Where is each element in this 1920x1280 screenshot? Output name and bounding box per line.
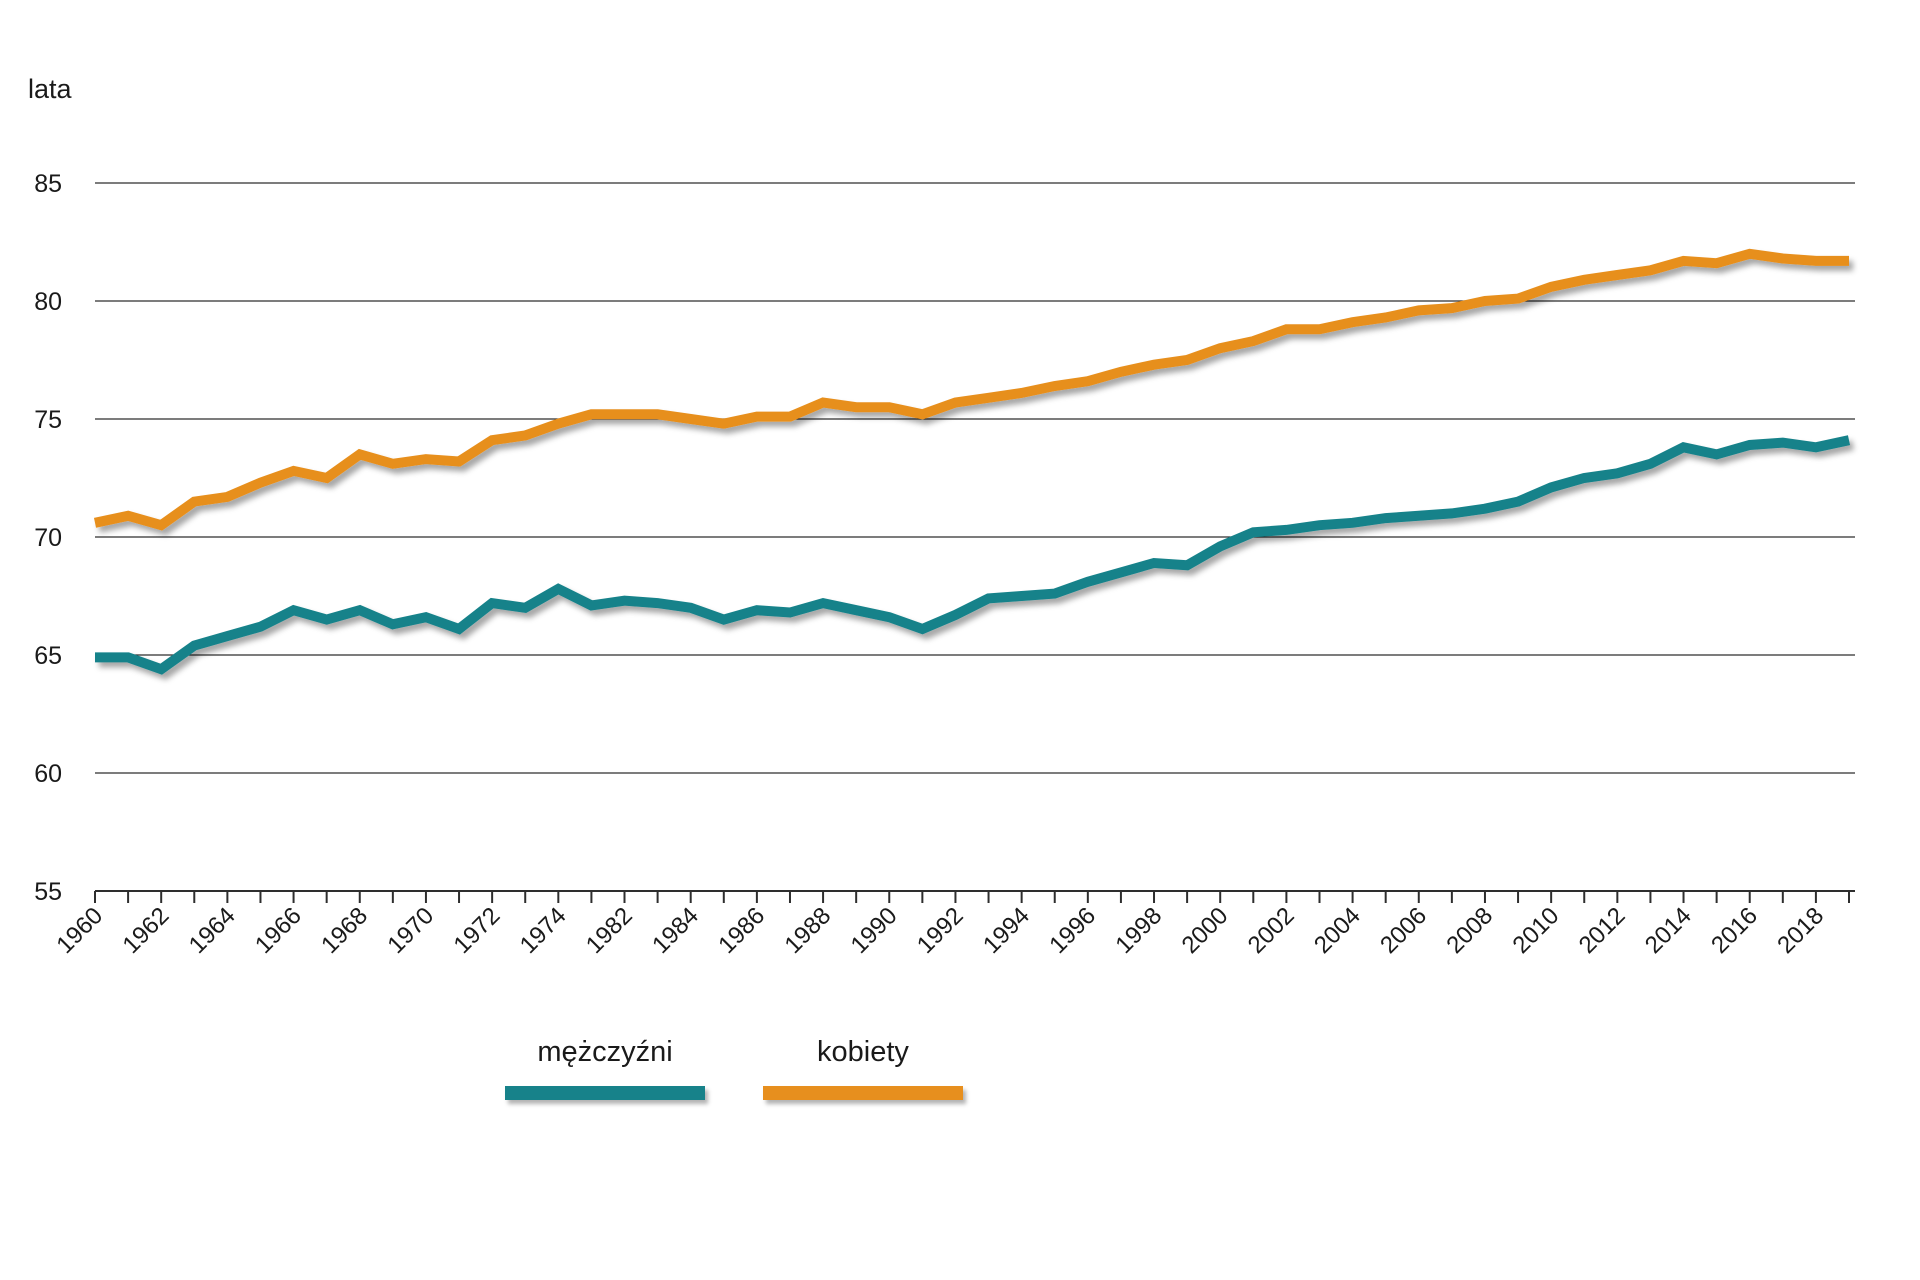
x-tick-label: 1982 <box>581 902 638 959</box>
y-tick-label: 65 <box>34 642 62 670</box>
x-tick-label: 2000 <box>1177 902 1234 959</box>
legend: mężczyźni kobiety <box>505 1034 963 1100</box>
x-axis-ticks-group <box>94 891 1850 903</box>
legend-label-men: mężczyźni <box>537 1036 673 1068</box>
legend-item-men: mężczyźni <box>505 1034 705 1100</box>
x-tick-label: 1998 <box>1110 902 1167 959</box>
y-tick-label: 85 <box>34 170 62 198</box>
y-axis-title: lata <box>28 74 72 104</box>
x-tick-label: 1988 <box>779 902 836 959</box>
x-tick-label: 2006 <box>1375 902 1432 959</box>
legend-swatch-men-line <box>505 1086 705 1100</box>
men-series-line <box>95 435 1851 675</box>
x-tick-label: 2004 <box>1309 902 1366 959</box>
x-tick-label: 1992 <box>912 902 969 959</box>
x-tick-label: 1984 <box>647 902 704 959</box>
x-tick-label: 2012 <box>1574 902 1631 959</box>
x-tick-label: 2018 <box>1772 902 1829 959</box>
y-tick-label: 60 <box>34 760 62 788</box>
x-tick-label: 1986 <box>713 902 770 959</box>
x-tick-label: 1968 <box>316 902 373 959</box>
x-tick-label: 1990 <box>846 902 903 959</box>
x-tick-label: 2014 <box>1640 902 1697 959</box>
x-tick-label: 1972 <box>449 902 506 959</box>
x-tick-label: 1974 <box>515 902 572 959</box>
legend-label-women: kobiety <box>817 1036 909 1068</box>
x-tick-label: 2002 <box>1243 902 1300 959</box>
y-tick-label: 70 <box>34 524 62 552</box>
women-series-line <box>93 248 1849 531</box>
x-tick-label: 1962 <box>118 902 175 959</box>
x-tick-label: 1966 <box>250 902 307 959</box>
legend-swatch-women-line <box>763 1086 963 1100</box>
legend-item-women: kobiety <box>763 1034 963 1100</box>
x-tick-label: 2016 <box>1706 902 1763 959</box>
x-tick-label: 1994 <box>978 902 1035 959</box>
x-tick-label: 1970 <box>382 902 439 959</box>
x-tick-label: 1996 <box>1044 902 1101 959</box>
y-tick-label: 80 <box>34 288 62 316</box>
x-tick-label: 1960 <box>51 902 108 959</box>
y-tick-label: 55 <box>34 878 62 906</box>
series-lines-group <box>93 248 1851 675</box>
x-tick-label: 1964 <box>184 902 241 959</box>
x-tick-label: 2010 <box>1508 902 1565 959</box>
y-tick-label: 75 <box>34 406 62 434</box>
gridlines-group <box>95 182 1855 892</box>
x-tick-label: 2008 <box>1441 902 1498 959</box>
